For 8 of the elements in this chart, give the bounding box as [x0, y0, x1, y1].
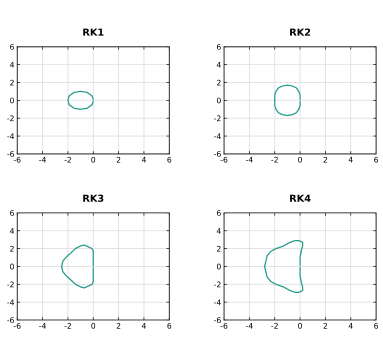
line-series	[264, 240, 304, 293]
line-series	[67, 90, 94, 110]
line-series	[274, 84, 301, 116]
chart-title: RK1	[83, 28, 104, 36]
chart-title: RK3	[83, 194, 104, 202]
chart-title: RK2	[290, 28, 310, 36]
chart-title: RK4	[290, 194, 311, 202]
line-series	[60, 244, 94, 289]
